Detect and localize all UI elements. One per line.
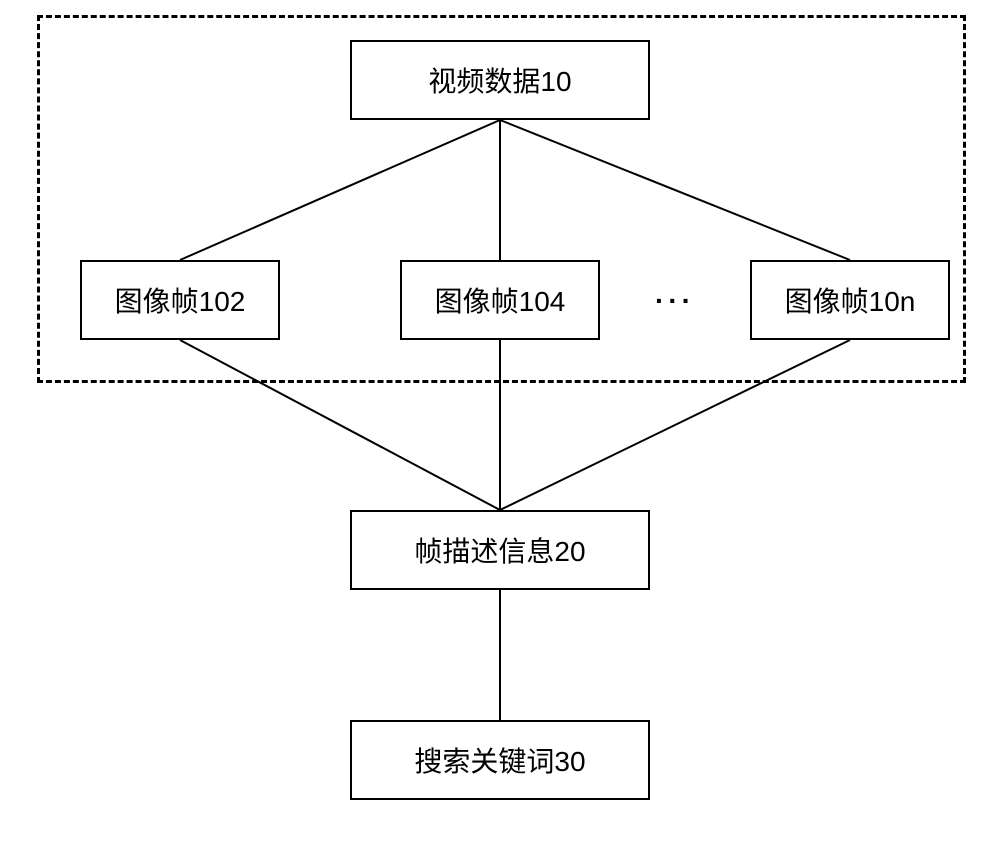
node-label: 帧描述信息20	[414, 530, 585, 570]
node-frame-desc: 帧描述信息20	[350, 510, 650, 590]
node-frame-10n: 图像帧10n	[750, 260, 950, 340]
node-video-data: 视频数据10	[350, 40, 650, 120]
node-label: 图像帧102	[115, 280, 246, 320]
ellipsis-label: ···	[655, 285, 695, 317]
node-frame-104: 图像帧104	[400, 260, 600, 340]
node-search-keyword: 搜索关键词30	[350, 720, 650, 800]
ellipsis-text: ···	[655, 285, 695, 316]
node-frame-102: 图像帧102	[80, 260, 280, 340]
node-label: 图像帧10n	[785, 280, 916, 320]
node-label: 图像帧104	[435, 280, 566, 320]
node-label: 视频数据10	[428, 60, 571, 100]
diagram-canvas: 视频数据10 图像帧102 图像帧104 图像帧10n 帧描述信息20 搜索关键…	[0, 0, 1000, 846]
node-label: 搜索关键词30	[414, 740, 585, 780]
